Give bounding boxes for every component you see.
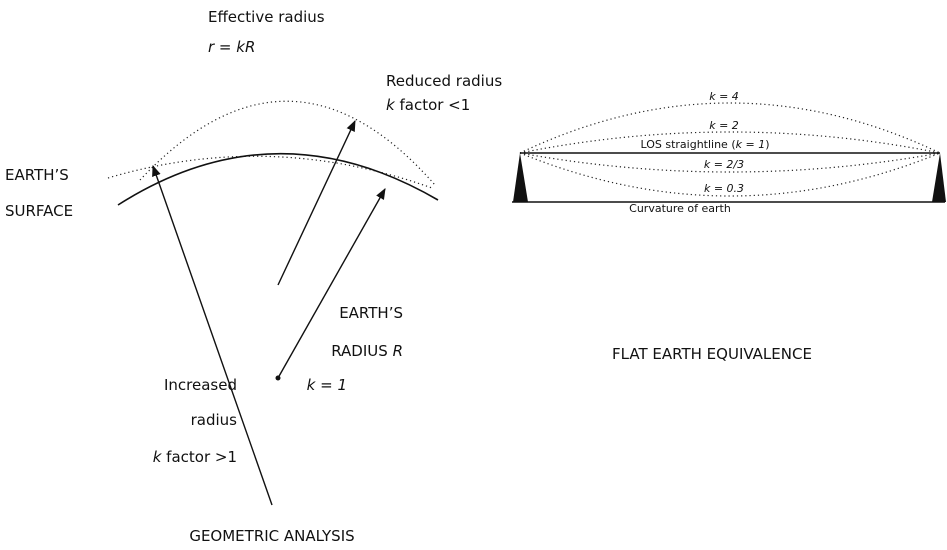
var: k = 1 [736, 138, 766, 151]
left-caption: GEOMETRIC ANALYSIS [189, 527, 354, 545]
reduced-radius-arc [139, 100, 436, 186]
increased-radius-line [152, 164, 273, 506]
increased-radius-condition: k factor >1 [153, 448, 237, 466]
baseline-label: Curvature of earth [629, 202, 731, 215]
reduced-radius-title: Reduced radius [386, 72, 502, 90]
condition: factor >1 [166, 448, 237, 466]
label: RADIUS [331, 342, 388, 360]
curve-label: k = 0.3 [704, 182, 744, 195]
earth-radius-label: EARTH’S [339, 304, 403, 322]
curve-label: k = 4 [709, 90, 739, 103]
earth-radius-condition: k = 1 [307, 376, 347, 394]
right-caption: FLAT EARTH EQUIVALENCE [612, 345, 812, 363]
earth-radius-line [277, 188, 386, 379]
k-curve [519, 152, 941, 197]
condition: factor <1 [399, 96, 470, 114]
effective-radius-formula: r = kR [208, 38, 255, 56]
curve-label: k = 2/3 [704, 158, 744, 171]
earth-surface-arc [117, 152, 439, 206]
earth-center [275, 375, 281, 381]
surface-label: EARTH’S [5, 166, 69, 184]
effective-radius-title: Effective radius [208, 8, 325, 26]
increased-radius-arc [107, 155, 433, 189]
tower [932, 153, 946, 202]
curve-label: k = 2 [709, 119, 739, 132]
tower [513, 153, 528, 202]
text: ) [765, 138, 769, 151]
reduced-radius-line [277, 119, 356, 286]
text: LOS straightline ( [640, 138, 735, 151]
reduced-radius-condition: k factor <1 [386, 96, 470, 114]
los-label: LOS straightline (k = 1) [640, 138, 769, 151]
var: k [386, 96, 396, 114]
increased-radius-label: radius [191, 411, 238, 429]
var: R [393, 342, 403, 360]
earth-radius-label: RADIUS R [331, 342, 403, 360]
increased-radius-label: Increased [164, 376, 237, 394]
k-curve [519, 152, 941, 173]
surface-label: SURFACE [5, 202, 73, 220]
var: k [153, 448, 163, 466]
